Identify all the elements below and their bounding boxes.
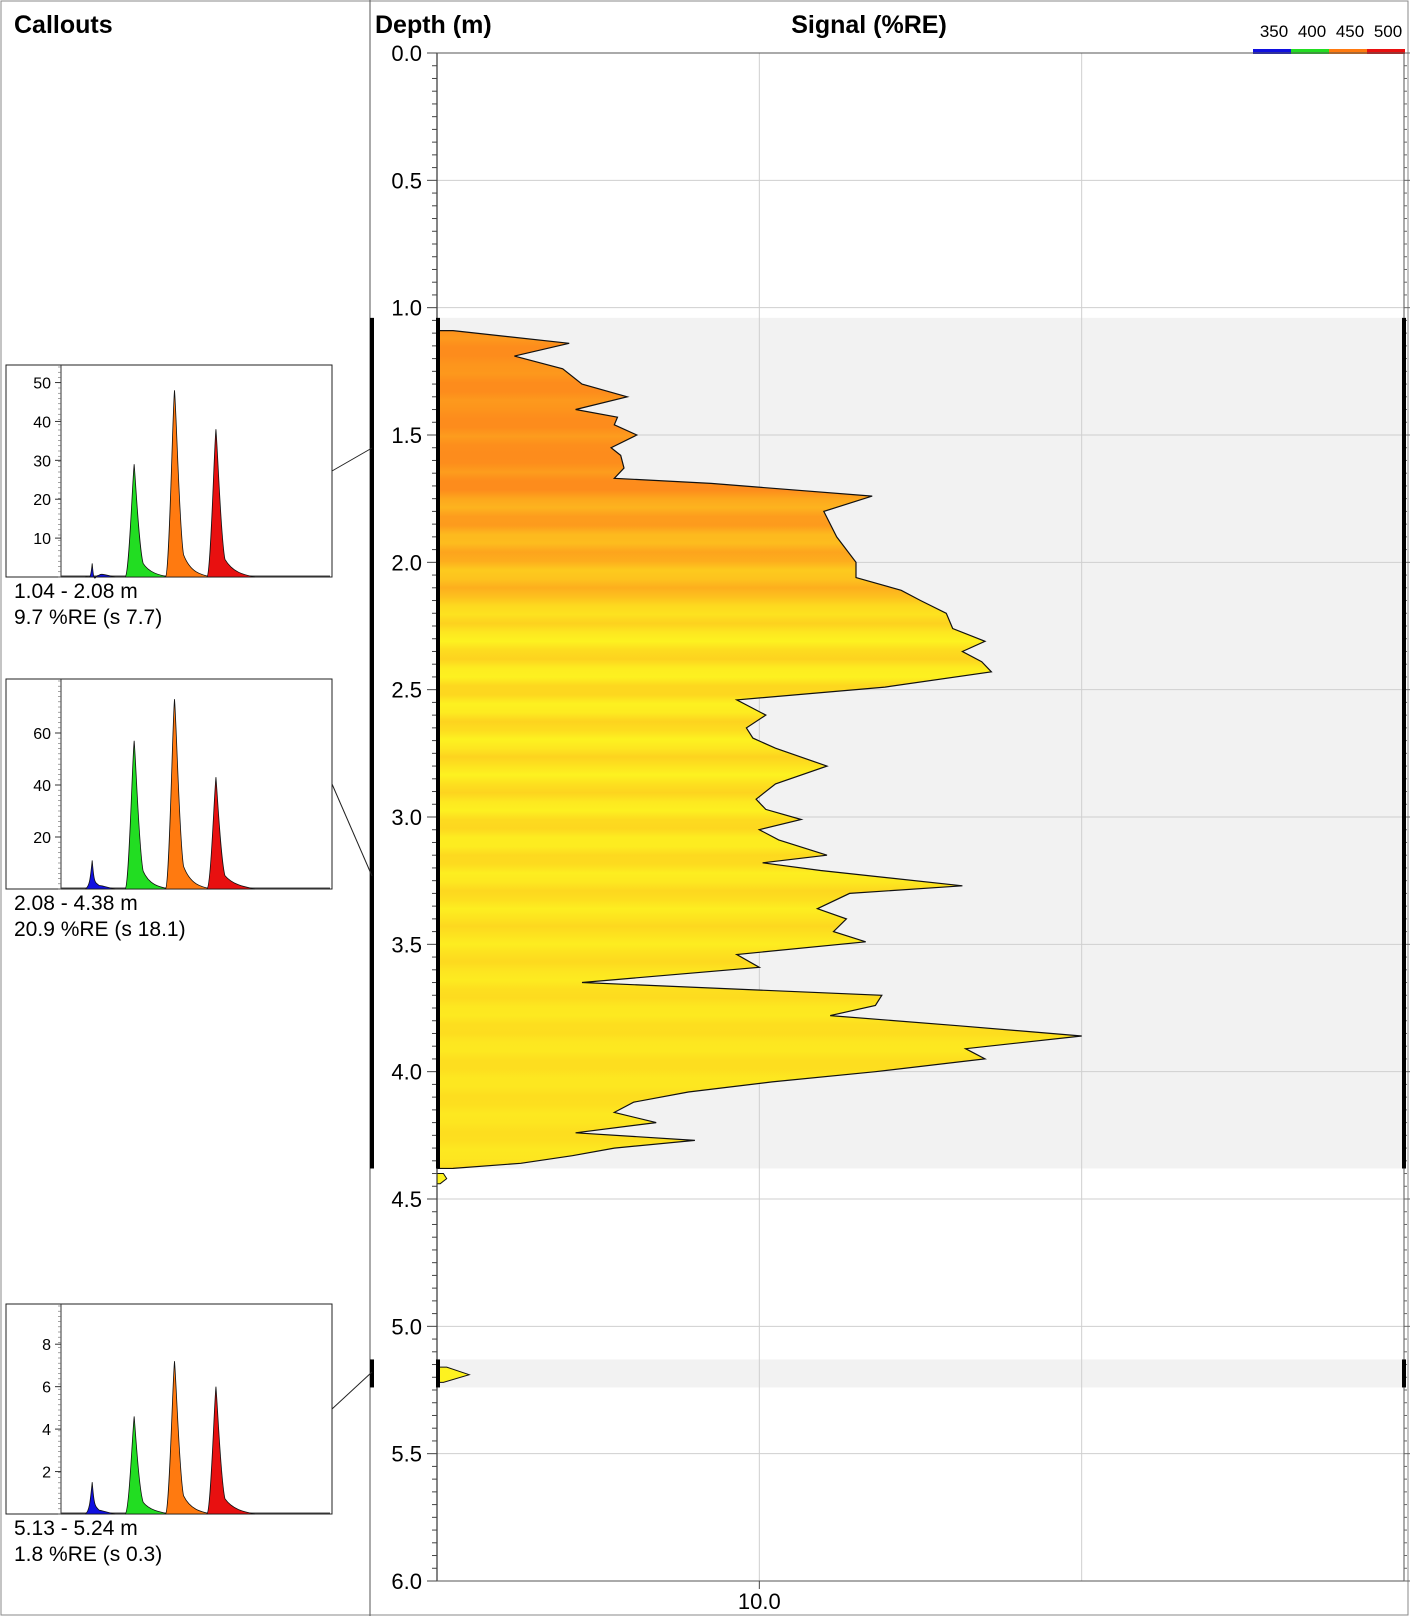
- interval-band-2: [437, 1359, 1404, 1388]
- callout-leader-2: [331, 783, 373, 877]
- depth-tick-label: 3.5: [391, 932, 422, 957]
- callouts-header: Callouts: [14, 11, 113, 39]
- callout-peak-450: [165, 1361, 212, 1515]
- callout-tick-label: 2: [42, 1465, 51, 1482]
- callout-tick-label: 40: [33, 778, 51, 795]
- legend-swatch-450: [1329, 49, 1367, 54]
- legend-label-500: 500: [1374, 22, 1402, 41]
- callout-tick-label: 20: [33, 492, 51, 509]
- callout-panel-2: 20 40 60 2.08 - 4.38 m 20.9 %RE (s 18.1): [5, 678, 373, 941]
- callout-stat-label: 1.8 %RE (s 0.3): [14, 1543, 162, 1566]
- depth-tick-label: 6.0: [391, 1569, 422, 1594]
- depth-tick-label: 4.5: [391, 1187, 422, 1212]
- callout-tick-label: 6: [42, 1380, 51, 1397]
- callout-tick-label: 50: [33, 376, 51, 393]
- callout-peak-400: [124, 1416, 170, 1515]
- depth-tick-label: 2.0: [391, 550, 422, 575]
- callout-peak-500: [206, 1386, 256, 1515]
- legend-label-400: 400: [1298, 22, 1326, 41]
- callout-tick-label: 20: [33, 830, 51, 847]
- callout-peak-500: [206, 429, 256, 578]
- callout-leader-1: [331, 447, 373, 472]
- depth-tick-label: 4.0: [391, 1060, 422, 1085]
- legend-swatch-500: [1367, 49, 1405, 54]
- signal-minor-trace-1: [436, 1172, 448, 1185]
- callout-peak-400: [124, 464, 170, 578]
- signal-tick-label: 10.0: [738, 1589, 781, 1614]
- callout-tick-label: 40: [33, 414, 51, 431]
- callout-tick-label: 30: [33, 453, 51, 470]
- callout-range-label: 5.13 - 5.24 m: [14, 1517, 138, 1540]
- plot-axes: 0.0 0.5 1.0 1.5 2.0 2.5 3.0 3.5 4.0 4.5 5.0 5.5 6.0 1…: [370, 41, 1410, 1614]
- callout-panel-3: 2 4 6 8 5.13 - 5.24 m 1.8 %RE (s 0.3): [5, 1303, 373, 1566]
- callout-tick-label: 8: [42, 1337, 51, 1354]
- depth-tick-label: 5.0: [391, 1314, 422, 1339]
- callout-range-label: 2.08 - 4.38 m: [14, 892, 138, 915]
- callout-peak-350: [85, 563, 116, 579]
- depth-tick-label: 1.5: [391, 423, 422, 448]
- callout-leader-3: [331, 1371, 373, 1410]
- callout-tick-label: 60: [33, 726, 51, 743]
- depth-tick-label: 0.0: [391, 41, 422, 66]
- callout-panels: 10 20 30 40 50 1.04 - 2.08 m 9.7 %RE (s 7.7) 20…: [5, 364, 373, 1566]
- signal-area-path: [436, 329, 1082, 1170]
- depth-tick-label: 2.5: [391, 678, 422, 703]
- legend-swatch-400: [1291, 49, 1329, 54]
- depth-tick-label: 1.0: [391, 296, 422, 321]
- callout-peak-500: [206, 777, 256, 890]
- legend-label-350: 350: [1260, 22, 1288, 41]
- depth-axis-title: Depth (m): [375, 11, 492, 39]
- callout-tick-label: 4: [42, 1422, 51, 1439]
- signal-axis-title: Signal (%RE): [791, 11, 947, 39]
- depth-tick-label: 3.0: [391, 805, 422, 830]
- callout-peak-350: [84, 1482, 116, 1515]
- legend-label-450: 450: [1336, 22, 1364, 41]
- wavelength-legend: 350 400 450 500: [1253, 22, 1405, 54]
- callout-peak-350: [84, 860, 116, 890]
- depth-tick-label: 0.5: [391, 168, 422, 193]
- callout-stat-label: 9.7 %RE (s 7.7): [14, 606, 162, 629]
- callout-peak-450: [165, 699, 212, 890]
- signal-area: [436, 329, 1082, 1383]
- depth-tick-label: 5.5: [391, 1442, 422, 1467]
- callout-range-label: 1.04 - 2.08 m: [14, 580, 138, 603]
- callout-stat-label: 20.9 %RE (s 18.1): [14, 918, 186, 941]
- callout-tick-label: 10: [33, 531, 51, 548]
- callout-peak-400: [124, 740, 170, 890]
- legend-swatch-350: [1253, 49, 1291, 54]
- callout-panel-1: 10 20 30 40 50 1.04 - 2.08 m 9.7 %RE (s 7.7): [5, 364, 373, 629]
- callout-peak-450: [165, 390, 212, 578]
